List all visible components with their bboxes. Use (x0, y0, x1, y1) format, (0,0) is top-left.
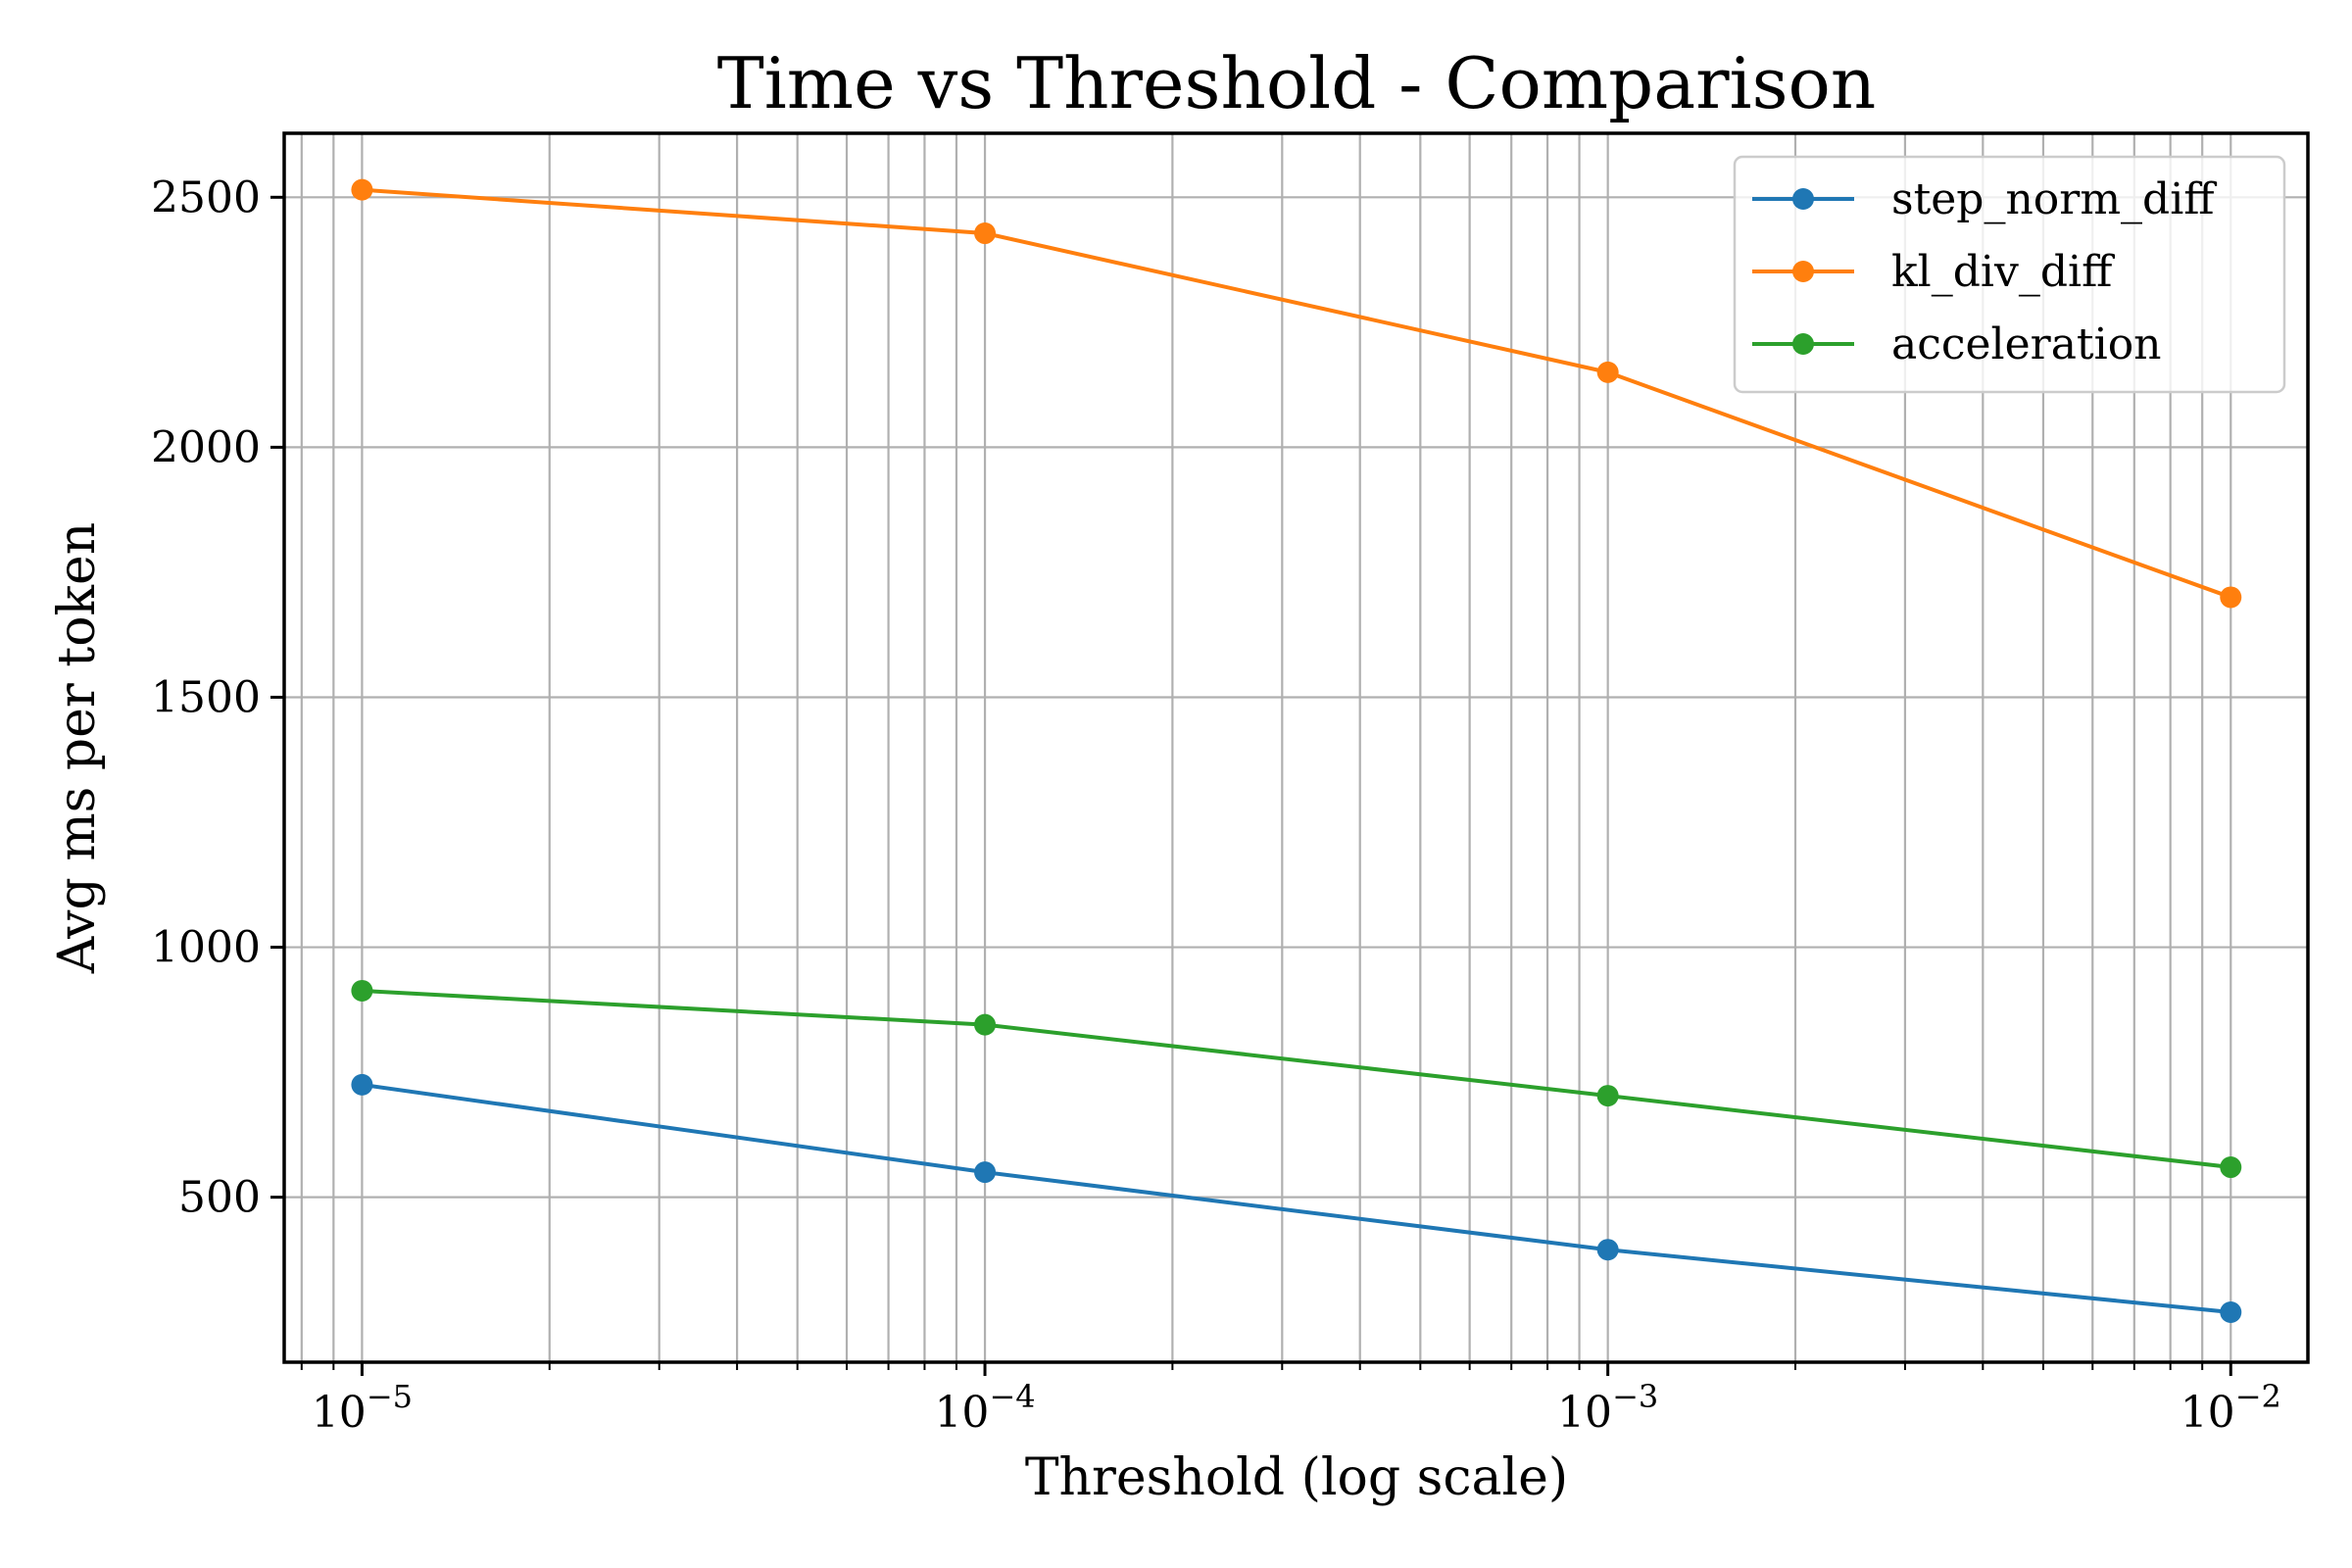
legend: step_norm_diff kl_div_diff acceleration (1733, 155, 2286, 394)
y-tick-labels: 500 1000 1500 2000 2500 (151, 172, 261, 1222)
legend-item-step_norm_diff: step_norm_diff (1752, 174, 2217, 224)
x-tick-label-exponent: −4 (989, 1378, 1035, 1415)
series-line (362, 988, 2231, 1170)
data-point (1596, 1085, 1619, 1107)
data-point (974, 1013, 997, 1036)
x-axis-label: Threshold (log scale) (1025, 1448, 1568, 1507)
data-point (1596, 361, 1619, 383)
y-tick-label: 1500 (151, 672, 261, 722)
x-tick-label-exponent: −3 (1612, 1378, 1658, 1415)
data-point (351, 1073, 373, 1096)
y-axis-label: Avg ms per token (48, 522, 107, 975)
data-point (351, 979, 373, 1002)
plot-frame (282, 131, 2310, 1364)
x-tick-label: 10−4 (934, 1378, 1035, 1438)
x-tick-label-base: 10 (2180, 1388, 2235, 1438)
legend-frame (1733, 155, 2286, 394)
y-tick-label: 2000 (151, 422, 261, 472)
x-tick-label: 10−2 (2180, 1378, 2281, 1438)
series-group (351, 178, 2242, 1323)
data-point (351, 178, 373, 201)
x-tick-labels: 10−5 10−4 10−3 10−2 (312, 1378, 2281, 1438)
legend-label: step_norm_diff (1891, 174, 2217, 224)
series-line (362, 1082, 2231, 1314)
x-tick-label-exponent: −5 (367, 1378, 413, 1415)
data-point (2220, 1300, 2242, 1323)
legend-marker (1792, 333, 1814, 355)
x-tick-label-base: 10 (934, 1388, 989, 1438)
data-point (974, 1161, 997, 1184)
data-point (974, 222, 997, 245)
legend-item-acceleration: acceleration (1752, 319, 2162, 369)
legend-marker (1792, 188, 1814, 210)
x-tick-label: 10−5 (312, 1378, 413, 1438)
data-point (1596, 1239, 1619, 1261)
x-tick-label-base: 10 (312, 1388, 367, 1438)
data-point (2220, 586, 2242, 609)
legend-item-kl_div_diff: kl_div_diff (1752, 247, 2115, 297)
legend-label: acceleration (1891, 319, 2162, 369)
y-tick-label: 1000 (151, 923, 261, 973)
x-tick-label-exponent: −2 (2235, 1378, 2281, 1415)
data-point (2220, 1156, 2242, 1179)
y-tick-label: 500 (178, 1173, 261, 1223)
x-tick-label-base: 10 (1557, 1388, 1612, 1438)
series-line (362, 187, 2231, 600)
y-tick-label: 2500 (151, 172, 261, 222)
legend-label: kl_div_diff (1891, 247, 2115, 297)
legend-marker (1792, 261, 1814, 282)
chart-title: Time vs Threshold - Comparison (717, 42, 1876, 124)
x-tick-label: 10−3 (1557, 1378, 1658, 1438)
series-acceleration (351, 979, 2242, 1179)
series-step_norm_diff (351, 1073, 2242, 1323)
series-kl_div_diff (351, 178, 2242, 609)
